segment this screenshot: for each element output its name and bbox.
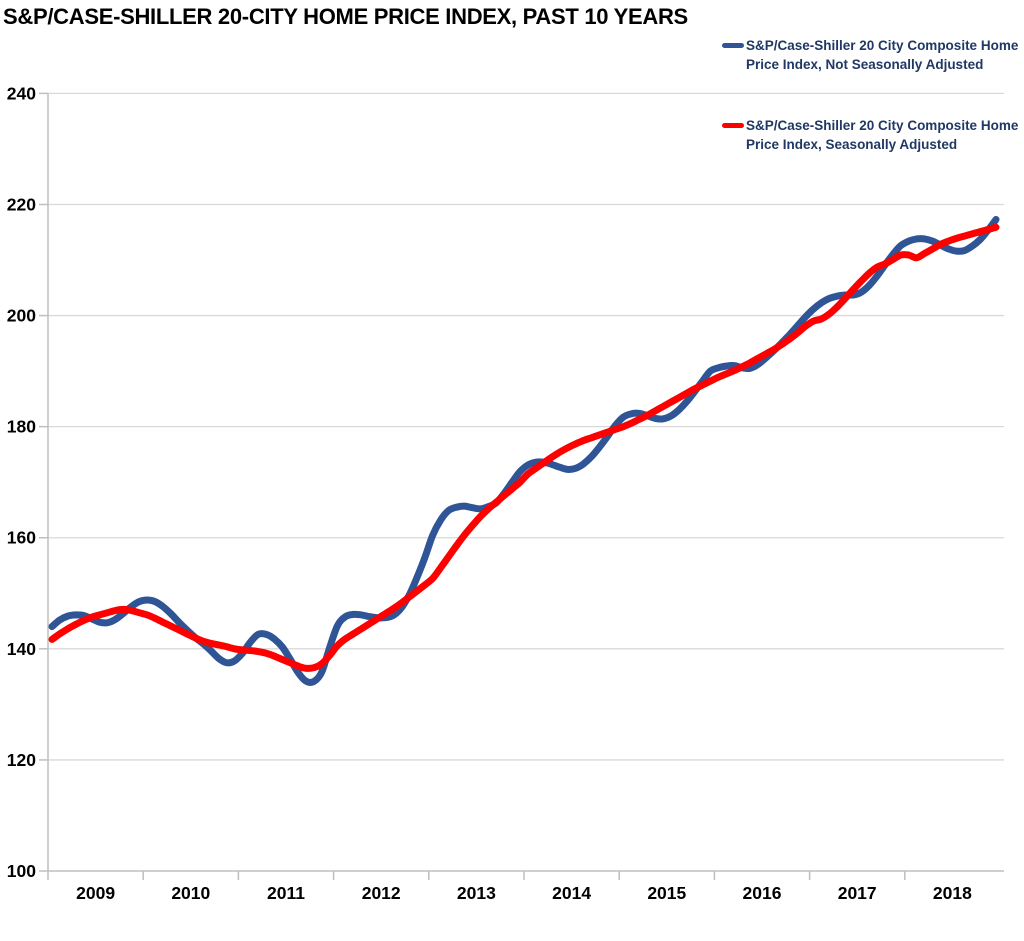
chart-title: S&P/CASE-SHILLER 20-CITY HOME PRICE INDE… [3,4,688,29]
x-axis-label: 2012 [362,883,401,903]
x-axis-label: 2009 [76,883,115,903]
x-axis-label: 2015 [647,883,686,903]
legend-marker-sa-icon [722,123,744,128]
y-axis-label: 240 [7,83,36,103]
x-axis-label: 2018 [933,883,972,903]
x-axis-label: 2011 [267,883,305,903]
x-axis-label: 2014 [552,883,591,903]
legend-marker-nsa-icon [722,43,744,48]
legend-label-sa: S&P/Case-Shiller 20 City Composite Home … [746,118,1019,152]
y-axis-label: 100 [7,861,36,881]
y-axis-label: 180 [7,417,36,437]
nsa-line-series [48,216,1000,686]
y-axis-label: 200 [7,306,36,326]
x-axis-label: 2017 [838,883,877,903]
x-axis-label: 2010 [171,883,210,903]
legend-entry-sa: S&P/Case-Shiller 20 City Composite Home … [722,116,1022,154]
y-axis-label: 140 [7,639,36,659]
y-axis-label: 220 [7,194,36,214]
x-axis-label: 2013 [457,883,496,903]
x-axis-label: 2016 [743,883,782,903]
y-axis-label: 120 [7,750,36,770]
legend-entry-nsa: S&P/Case-Shiller 20 City Composite Home … [722,36,1022,74]
sa-line-series [48,223,1000,672]
legend-label-nsa: S&P/Case-Shiller 20 City Composite Home … [746,38,1019,72]
y-axis-label: 160 [7,528,36,548]
legend: S&P/Case-Shiller 20 City Composite Home … [722,36,1022,196]
